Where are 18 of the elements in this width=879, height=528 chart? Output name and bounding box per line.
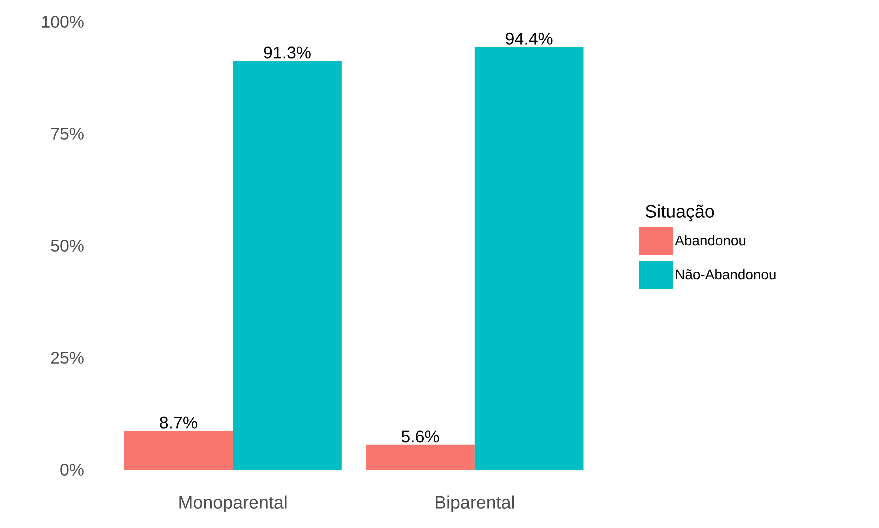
bar	[474, 47, 584, 470]
data-label: 91.3%	[264, 46, 311, 59]
bar	[124, 431, 234, 470]
y-tick-label: 25%	[51, 352, 84, 364]
bar	[366, 444, 475, 470]
y-tick-label: 75%	[51, 128, 84, 140]
y-tick-label: 0%	[60, 464, 84, 476]
bar	[233, 60, 342, 470]
x-tick-label: Biparental	[436, 496, 514, 512]
data-label: 8.7%	[160, 416, 198, 429]
data-label: 94.4%	[506, 32, 553, 45]
x-tick-label: Monoparental	[180, 496, 287, 512]
legend-title: Situação	[646, 204, 714, 222]
y-tick-label: 50%	[51, 240, 84, 252]
data-label: 5.6%	[402, 430, 440, 443]
legend-label: Não-Abandonou	[676, 269, 776, 280]
y-tick-label: 100%	[42, 16, 84, 28]
legend-label: Abandonou	[675, 235, 746, 246]
